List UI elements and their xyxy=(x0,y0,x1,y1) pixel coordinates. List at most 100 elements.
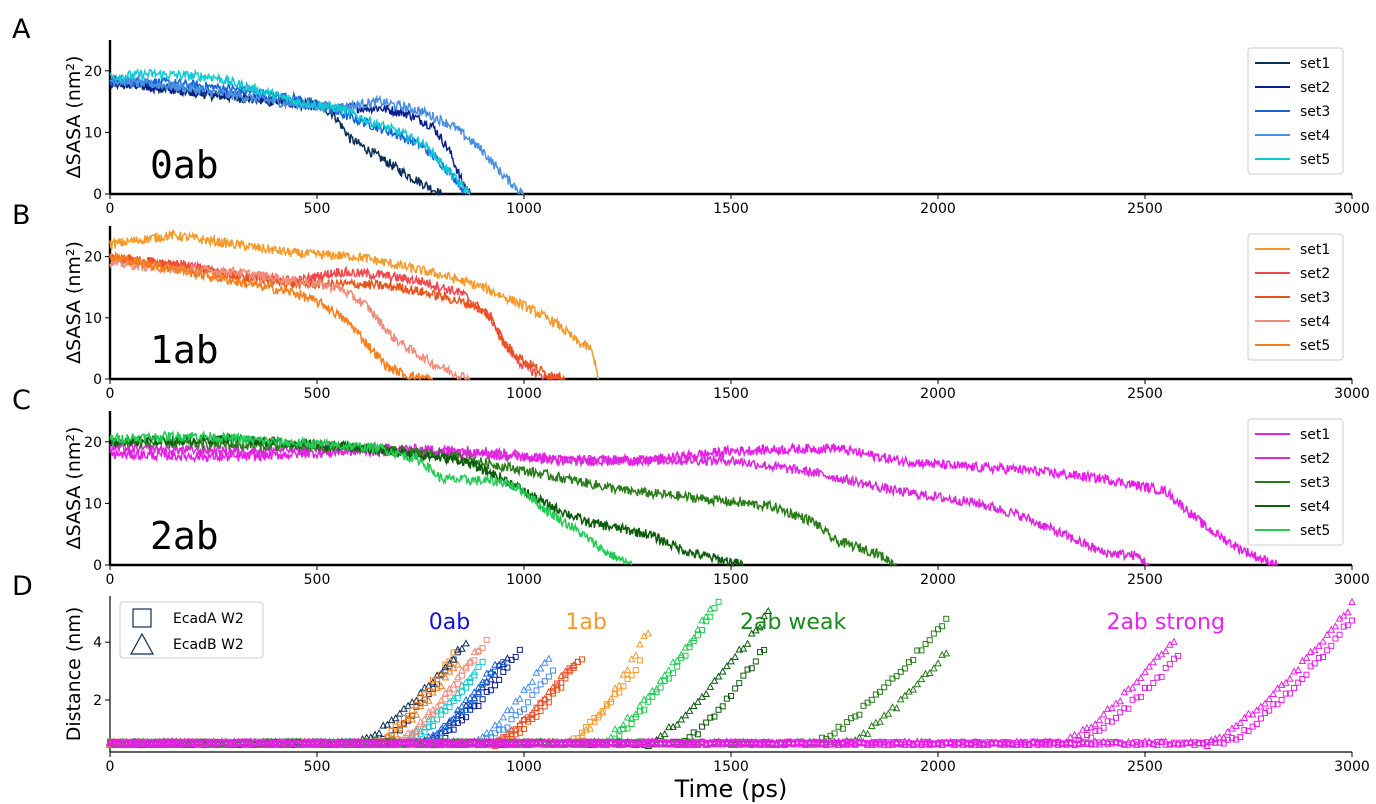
triangle-marker xyxy=(602,701,611,709)
square-marker xyxy=(831,730,838,737)
series-line-set1 xyxy=(109,229,600,380)
square-marker xyxy=(1274,701,1281,708)
square-marker xyxy=(752,658,759,665)
triangle-marker xyxy=(342,738,350,746)
square-marker xyxy=(392,723,399,730)
scatter-series-0 xyxy=(107,649,461,748)
triangle-marker xyxy=(760,738,768,746)
triangle-marker xyxy=(739,644,748,652)
square-marker xyxy=(1344,622,1351,629)
triangle-marker xyxy=(387,739,396,747)
triangle-marker xyxy=(466,657,475,665)
triangle-marker xyxy=(764,737,773,746)
triangle-marker xyxy=(619,670,628,678)
square-marker xyxy=(1162,664,1169,671)
triangle-marker xyxy=(569,660,578,669)
triangle-marker xyxy=(673,720,682,728)
square-marker xyxy=(943,615,950,622)
triangle-marker xyxy=(408,715,417,723)
triangle-marker xyxy=(304,737,313,745)
triangle-marker xyxy=(706,738,715,746)
triangle-marker xyxy=(1149,658,1158,666)
triangle-marker xyxy=(656,676,665,684)
triangle-marker xyxy=(1083,738,1091,746)
triangle-marker xyxy=(482,739,491,747)
triangle-marker xyxy=(1091,737,1100,745)
square-marker xyxy=(690,638,697,645)
triangle-marker xyxy=(201,738,210,746)
x-tick-label: 2000 xyxy=(920,386,956,402)
triangle-marker xyxy=(545,687,553,695)
square-marker xyxy=(1286,690,1293,697)
triangle-marker xyxy=(1331,622,1340,630)
annotation-label: 0ab xyxy=(429,610,470,635)
triangle-marker xyxy=(135,739,143,748)
legend-label: set2 xyxy=(1300,80,1330,96)
square-marker xyxy=(624,725,631,732)
triangle-marker xyxy=(553,739,561,747)
triangle-marker xyxy=(441,673,450,681)
square-marker xyxy=(1332,635,1339,642)
y-tick-label: 10 xyxy=(84,125,102,141)
triangle-marker xyxy=(590,717,599,725)
triangle-marker xyxy=(230,738,239,746)
scatter-series-21 xyxy=(107,646,768,749)
square-marker xyxy=(438,729,445,736)
square-marker xyxy=(1245,728,1252,735)
triangle-marker xyxy=(636,701,644,709)
square-marker xyxy=(500,658,507,665)
panel-letter: C xyxy=(12,385,31,416)
triangle-marker xyxy=(114,739,123,747)
triangle-marker xyxy=(379,738,388,746)
triangle-marker xyxy=(437,681,446,690)
triangle-marker xyxy=(727,657,735,665)
triangle-marker xyxy=(445,739,454,747)
square-marker xyxy=(1154,674,1161,681)
square-marker xyxy=(1282,690,1289,697)
square-marker xyxy=(496,676,503,683)
triangle-marker xyxy=(1219,733,1228,741)
x-tick-label: 3000 xyxy=(1334,386,1370,402)
y-tick-label: 0 xyxy=(93,372,102,388)
x-tick-label: 0 xyxy=(106,759,115,775)
triangle-marker xyxy=(905,737,913,745)
triangle-marker xyxy=(834,738,843,747)
triangle-marker xyxy=(433,729,441,737)
scatter-series-13 xyxy=(107,656,585,749)
triangle-marker xyxy=(445,684,454,692)
triangle-marker xyxy=(143,738,152,746)
triangle-marker xyxy=(412,710,421,718)
triangle-marker xyxy=(391,714,400,722)
triangle-marker xyxy=(1141,667,1149,676)
triangle-marker xyxy=(1103,704,1112,712)
triangle-marker xyxy=(462,639,470,647)
square-marker xyxy=(959,738,966,745)
triangle-marker xyxy=(1236,718,1245,727)
triangle-marker xyxy=(516,738,524,746)
square-marker xyxy=(918,647,925,654)
x-tick-label: 1500 xyxy=(713,759,749,775)
square-marker xyxy=(711,605,718,612)
triangle-marker xyxy=(1132,678,1141,686)
triangle-marker xyxy=(959,740,967,748)
square-marker xyxy=(512,731,519,738)
y-axis-label: ΔSASA (nm²) xyxy=(63,56,85,179)
triangle-marker xyxy=(487,728,495,736)
square-marker xyxy=(624,676,631,683)
panel-label: 1ab xyxy=(150,328,219,372)
triangle-marker xyxy=(901,737,909,745)
square-marker xyxy=(1228,735,1235,742)
square-marker xyxy=(893,673,900,680)
triangle-marker xyxy=(896,695,905,703)
triangle-marker xyxy=(391,730,400,738)
square-marker xyxy=(463,706,470,713)
square-marker xyxy=(628,672,635,679)
triangle-marker xyxy=(602,739,611,747)
x-tick-label: 2500 xyxy=(1127,201,1163,217)
triangle-marker xyxy=(379,721,388,729)
square-marker xyxy=(636,657,643,664)
y-tick-label: 0 xyxy=(93,187,102,203)
square-marker xyxy=(761,646,768,653)
triangle-marker xyxy=(474,646,483,654)
scatter-series-27 xyxy=(107,617,1355,749)
